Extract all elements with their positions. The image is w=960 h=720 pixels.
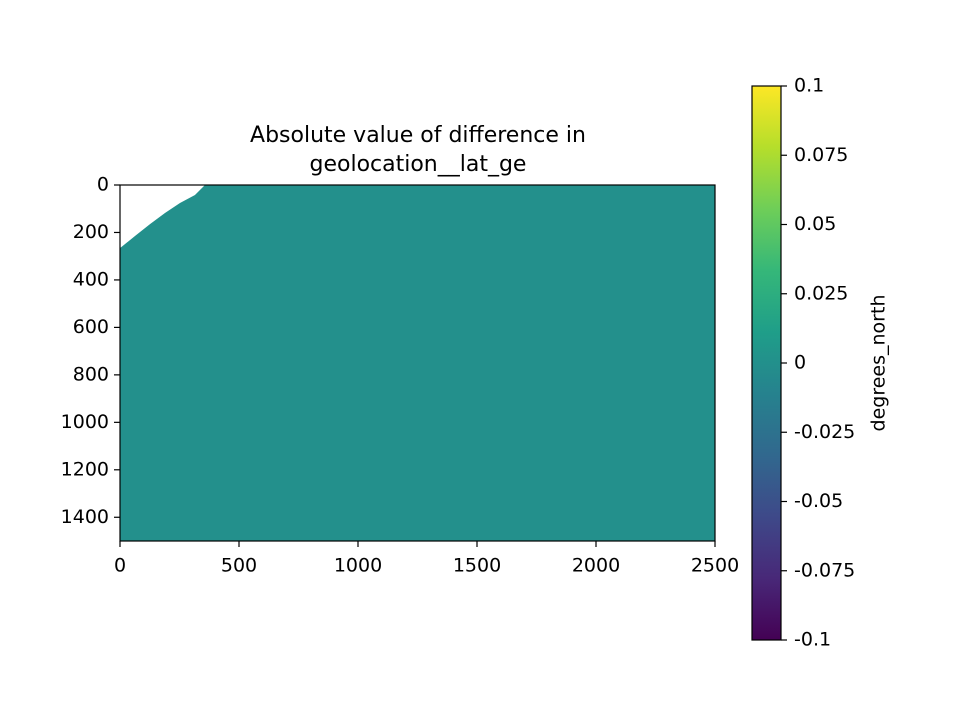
chart-title: geolocation__lat_ge [310,152,527,177]
x-tick-label: 1500 [453,555,501,577]
colorbar-tick-label: 0.075 [794,144,848,166]
colorbar-tick-label: 0.025 [794,282,848,304]
colorbar-label: degrees_north [868,295,890,432]
chart-title: Absolute value of difference in [250,123,586,148]
colorbar-tick-label: 0 [794,352,806,374]
y-tick-label: 1400 [61,506,109,528]
colorbar-tick-label: -0.1 [794,629,831,651]
x-tick-label: 1000 [334,555,382,577]
y-tick-label: 1000 [61,411,109,433]
y-tick-label: 800 [73,363,109,385]
colorbar-tick-label: 0.1 [794,75,824,97]
x-tick-label: 2000 [572,555,620,577]
y-tick-label: 400 [73,268,109,290]
colorbar-tick-label: -0.05 [794,490,843,512]
y-tick-label: 600 [73,316,109,338]
plot-frame [119,184,716,542]
x-tick-label: 500 [221,555,257,577]
colorbar-tick-label: -0.075 [794,559,855,581]
colorbar [751,85,782,641]
x-tick-label: 0 [114,555,126,577]
y-tick-label: 1200 [61,458,109,480]
colorbar-tick-label: -0.025 [794,421,855,443]
colorbar-tick-label: 0.05 [794,213,836,235]
y-tick-label: 0 [97,174,109,196]
y-tick-label: 200 [73,221,109,243]
heatmap-cell-region [120,185,715,541]
x-tick-label: 2500 [691,555,739,577]
